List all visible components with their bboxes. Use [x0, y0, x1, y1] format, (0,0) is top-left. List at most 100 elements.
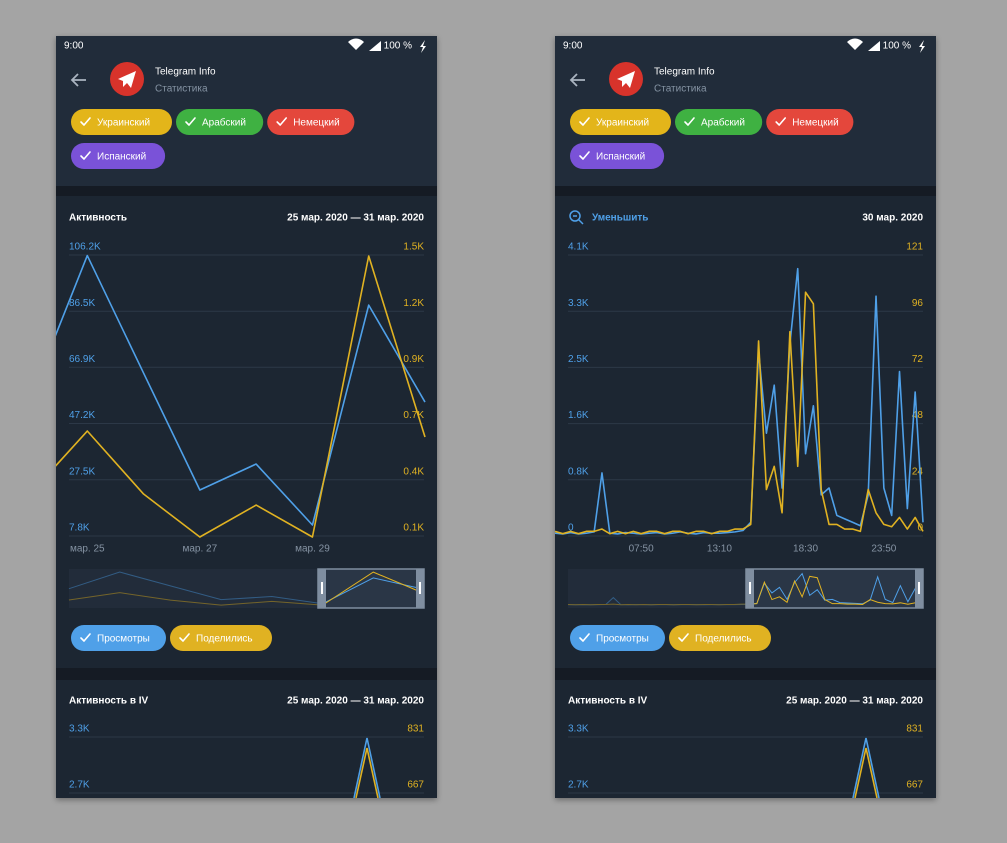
- separator: [56, 186, 437, 196]
- phone-screen: 9:00 100 % Telegram Info Статистика Украинск…: [555, 36, 936, 799]
- check-icon: [80, 151, 91, 160]
- check-icon: [276, 117, 287, 126]
- y2-tick-label: 831: [906, 724, 923, 735]
- x-tick-label: 13:10: [707, 544, 732, 555]
- y-tick-label: 27.5K: [69, 466, 95, 477]
- zoom-icon-handle: [573, 215, 584, 225]
- separator: [555, 668, 936, 680]
- signal-icon: [868, 41, 880, 51]
- y-tick-label: 2.7K: [69, 780, 90, 791]
- y-tick-label: 3.3K: [568, 724, 589, 735]
- separator: [56, 668, 437, 680]
- series-line: [56, 254, 426, 526]
- filter-chip[interactable]: [71, 143, 166, 169]
- y2-tick-label: 667: [407, 780, 424, 791]
- y-tick-label: 4.1K: [568, 242, 589, 253]
- status-time: 9:00: [64, 41, 84, 52]
- y2-tick-label: 831: [407, 724, 424, 735]
- y2-tick-label: 121: [906, 242, 923, 253]
- filter-chip[interactable]: [766, 109, 854, 135]
- signal-icon: [369, 41, 381, 51]
- y2-tick-label: 0.9K: [403, 354, 424, 365]
- filter-chip[interactable]: [675, 109, 763, 135]
- check-icon: [80, 633, 91, 642]
- legend-label: Просмотры: [97, 634, 150, 645]
- battery-text: 100 %: [384, 41, 412, 52]
- filter-chip[interactable]: [71, 109, 172, 135]
- back-button[interactable]: [569, 73, 585, 87]
- battery-icon: [919, 40, 925, 53]
- check-icon: [579, 633, 590, 642]
- y2-tick-label: 667: [906, 780, 923, 791]
- legend-chip[interactable]: [570, 625, 665, 651]
- filter-label: Немецкий: [293, 118, 340, 129]
- section-title: Активность в IV: [568, 696, 648, 707]
- y-tick-label: 1.6K: [568, 410, 589, 421]
- check-icon: [775, 117, 786, 126]
- check-icon: [185, 117, 196, 126]
- check-icon: [179, 633, 190, 642]
- y-tick-label: 2.7K: [568, 780, 589, 791]
- section-line-preview: [852, 737, 880, 799]
- filter-label: Испанский: [97, 152, 146, 163]
- logo-plane: [118, 71, 136, 88]
- legend-chip[interactable]: [669, 625, 771, 651]
- back-button[interactable]: [70, 73, 86, 87]
- x-tick-label: мар. 25: [70, 544, 105, 555]
- y2-tick-label: 72: [912, 354, 924, 365]
- y-tick-label: 66.9K: [69, 354, 95, 365]
- series-line: [555, 291, 924, 535]
- y2-tick-label: 48: [912, 410, 924, 421]
- app-title: Telegram Info: [155, 67, 216, 78]
- series-line: [56, 255, 426, 538]
- section-line-preview: [353, 737, 381, 799]
- navigator-grip: [918, 582, 920, 594]
- y-tick-label: 7.8K: [69, 523, 90, 534]
- zoom-icon: [569, 210, 581, 222]
- navigator-grip: [321, 582, 323, 594]
- section-line-preview: [355, 747, 379, 799]
- filter-label: Арабский: [202, 117, 246, 129]
- section-date-range: 25 мар. 2020 — 31 мар. 2020: [287, 696, 424, 707]
- legend-label: Просмотры: [596, 634, 649, 645]
- x-tick-label: 23:50: [871, 544, 896, 555]
- x-tick-label: 18:30: [793, 544, 818, 555]
- section-title: Активность в IV: [69, 696, 149, 707]
- separator: [555, 186, 936, 196]
- y-tick-label: 2.5K: [568, 354, 589, 365]
- chart-date-range: 30 мар. 2020: [862, 213, 923, 224]
- filter-chip[interactable]: [570, 109, 671, 135]
- y-tick-label: 3.3K: [568, 298, 589, 309]
- y2-tick-label: 0.7K: [403, 410, 424, 421]
- check-icon: [579, 117, 590, 126]
- check-icon: [579, 151, 590, 160]
- app-subtitle: Статистика: [155, 84, 208, 95]
- zoom-out-button[interactable]: Уменьшить: [592, 213, 648, 224]
- filter-chip[interactable]: [570, 143, 665, 169]
- y-tick-label: 106.2K: [69, 242, 101, 253]
- app-subtitle: Статистика: [654, 84, 707, 95]
- y2-tick-label: 0.1K: [403, 523, 424, 534]
- x-tick-label: 07:50: [629, 544, 654, 555]
- y-tick-label: 0.8K: [568, 466, 589, 477]
- filter-label: Испанский: [596, 152, 645, 163]
- check-icon: [80, 117, 91, 126]
- logo-plane: [617, 71, 635, 88]
- filter-label: Украинский: [596, 118, 649, 129]
- legend-chip[interactable]: [71, 625, 166, 651]
- x-tick-label: мар. 27: [183, 544, 218, 555]
- battery-text: 100 %: [883, 41, 911, 52]
- navigator-dim: [568, 569, 746, 608]
- section-line-preview: [854, 747, 878, 799]
- legend-label: Поделились: [196, 634, 253, 645]
- battery-icon: [420, 40, 426, 53]
- filter-chip[interactable]: [176, 109, 264, 135]
- app-title: Telegram Info: [654, 67, 715, 78]
- y-tick-label: 0: [568, 523, 574, 534]
- legend-chip[interactable]: [170, 625, 272, 651]
- filter-chip[interactable]: [267, 109, 355, 135]
- y-tick-label: 3.3K: [69, 724, 90, 735]
